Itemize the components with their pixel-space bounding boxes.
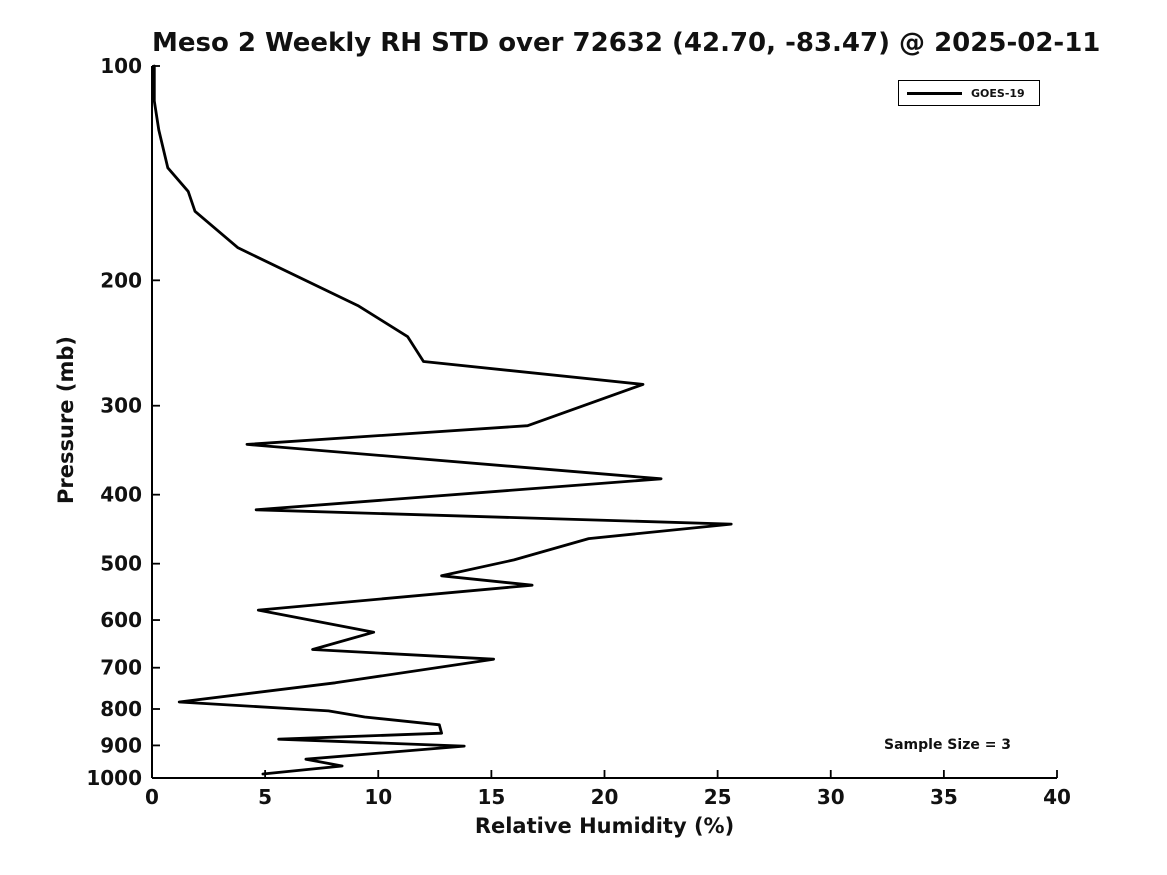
y-tick-label: 700	[100, 656, 142, 680]
x-tick-label: 0	[145, 785, 159, 809]
x-tick-label: 25	[704, 785, 732, 809]
y-tick-label: 200	[100, 268, 142, 292]
y-tick-label: 800	[100, 697, 142, 721]
legend-line-sample-icon	[907, 91, 962, 95]
x-tick-label: 30	[817, 785, 845, 809]
y-tick-label: 900	[100, 733, 142, 757]
x-tick-label: 20	[591, 785, 619, 809]
y-tick-label: 500	[100, 552, 142, 576]
x-tick-label: 5	[258, 785, 272, 809]
y-tick-label: 600	[100, 608, 142, 632]
chart-title: Meso 2 Weekly RH STD over 72632 (42.70, …	[152, 28, 1101, 58]
y-tick-label: 400	[100, 483, 142, 507]
legend-entry-label: GOES-19	[971, 86, 1025, 100]
legend: GOES-19	[898, 80, 1040, 106]
series-line-goes-19	[152, 64, 733, 776]
x-tick-label: 15	[477, 785, 505, 809]
x-tick-label: 40	[1043, 785, 1071, 809]
sample-size-annotation: Sample Size = 3	[884, 737, 1012, 753]
y-tick-label: 100	[100, 54, 142, 78]
x-axis-label: Relative Humidity (%)	[474, 814, 735, 838]
x-tick-label: 10	[364, 785, 392, 809]
y-tick-label: 300	[100, 394, 142, 418]
y-tick-label: 1000	[86, 766, 142, 790]
x-tick-label: 35	[930, 785, 958, 809]
